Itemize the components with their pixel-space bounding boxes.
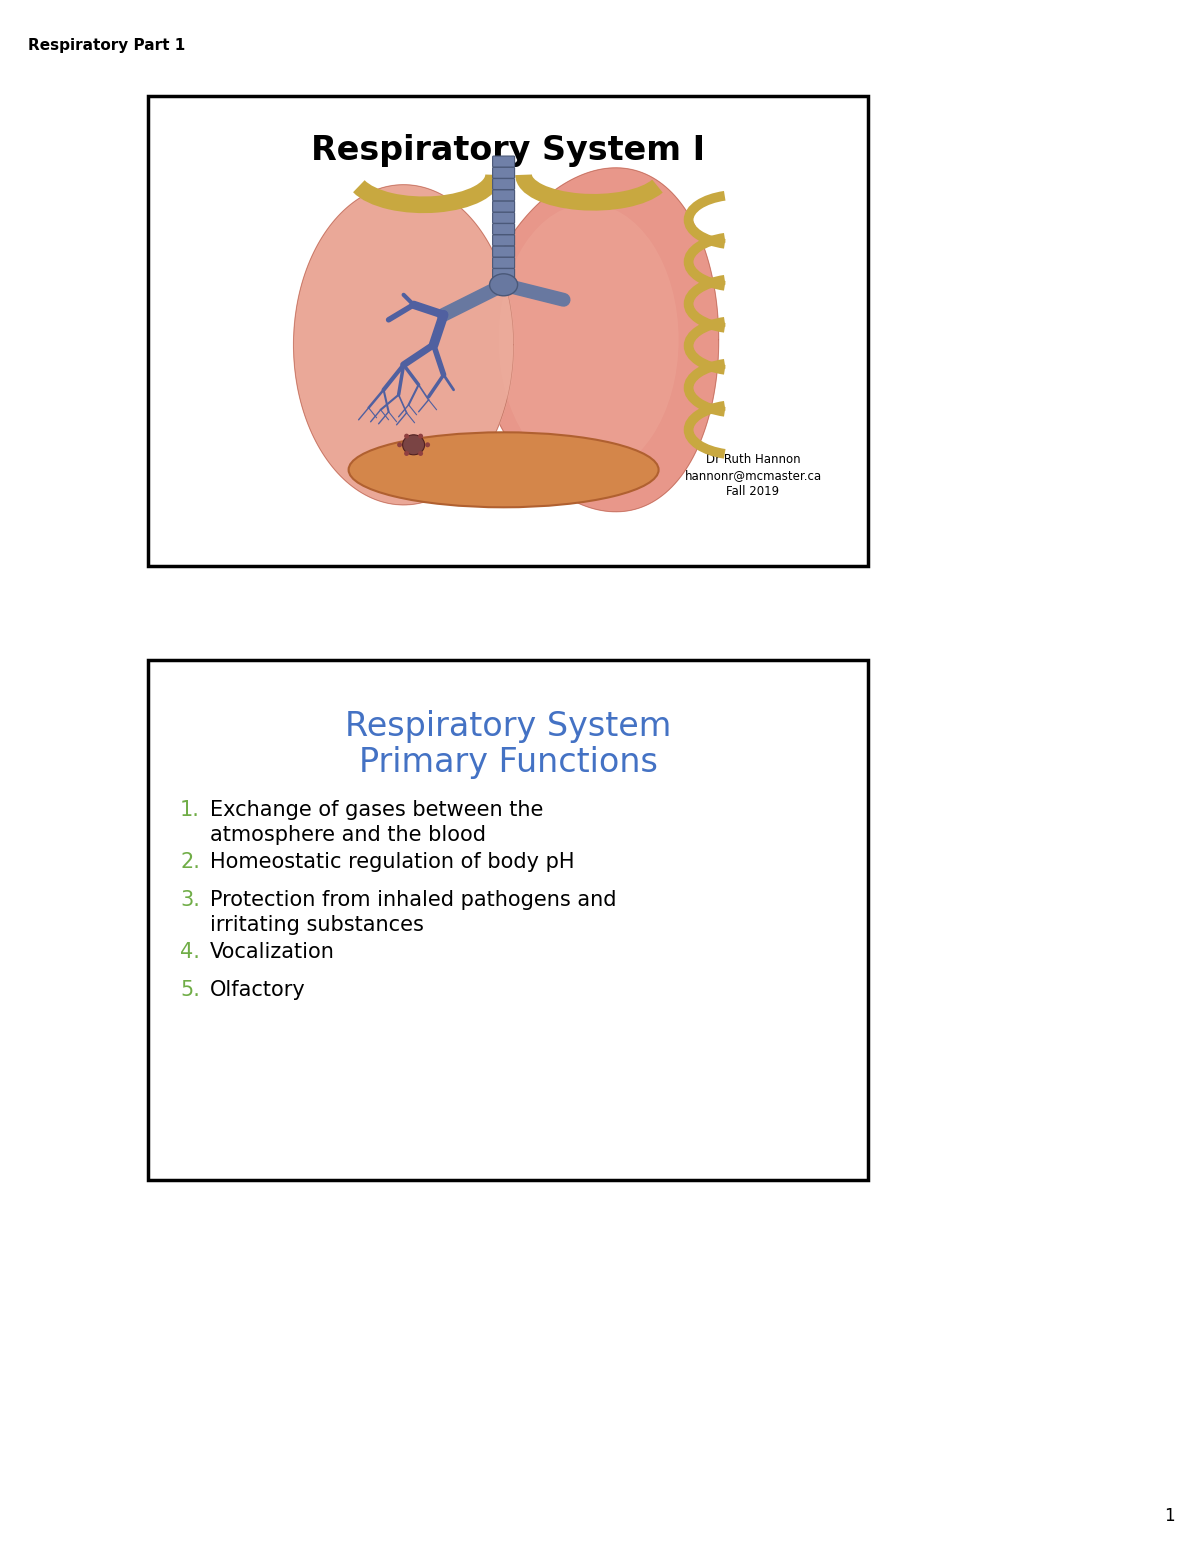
Text: Respiratory System: Respiratory System [344,710,671,742]
Text: 2.: 2. [180,853,200,871]
Text: Exchange of gases between the
atmosphere and the blood: Exchange of gases between the atmosphere… [210,800,544,845]
Text: Fall 2019: Fall 2019 [726,485,780,499]
Text: Respiratory System I: Respiratory System I [311,134,706,168]
Polygon shape [294,185,514,505]
FancyBboxPatch shape [492,200,515,213]
Text: 4.: 4. [180,943,200,961]
FancyBboxPatch shape [492,280,515,290]
Ellipse shape [348,432,659,508]
FancyBboxPatch shape [492,235,515,245]
Text: Primary Functions: Primary Functions [359,745,658,780]
FancyBboxPatch shape [492,269,515,280]
Ellipse shape [418,433,424,438]
Text: Respiratory Part 1: Respiratory Part 1 [28,37,185,53]
Text: 5.: 5. [180,980,200,1000]
Ellipse shape [402,435,425,455]
Text: Olfactory: Olfactory [210,980,306,1000]
Ellipse shape [498,203,679,475]
Ellipse shape [490,273,517,295]
Ellipse shape [425,443,430,447]
Text: 1.: 1. [180,800,200,820]
Ellipse shape [397,443,402,447]
Bar [148,660,868,1180]
FancyBboxPatch shape [492,258,515,269]
FancyBboxPatch shape [492,213,515,224]
Text: Homeostatic regulation of body pH: Homeostatic regulation of body pH [210,853,575,871]
Bar [148,96,868,565]
Text: 1: 1 [1164,1506,1175,1525]
Text: hannonr@mcmaster.ca: hannonr@mcmaster.ca [684,469,822,481]
Text: Protection from inhaled pathogens and
irritating substances: Protection from inhaled pathogens and ir… [210,890,617,935]
FancyBboxPatch shape [492,224,515,235]
Text: Dr Ruth Hannon: Dr Ruth Hannon [706,453,800,466]
Polygon shape [479,168,719,511]
Ellipse shape [404,450,409,457]
Text: 3.: 3. [180,890,200,910]
Text: Vocalization: Vocalization [210,943,335,961]
Ellipse shape [418,450,424,457]
FancyBboxPatch shape [492,155,515,168]
FancyBboxPatch shape [492,168,515,179]
Ellipse shape [404,433,409,438]
FancyBboxPatch shape [492,245,515,258]
FancyBboxPatch shape [492,179,515,189]
FancyBboxPatch shape [492,189,515,200]
